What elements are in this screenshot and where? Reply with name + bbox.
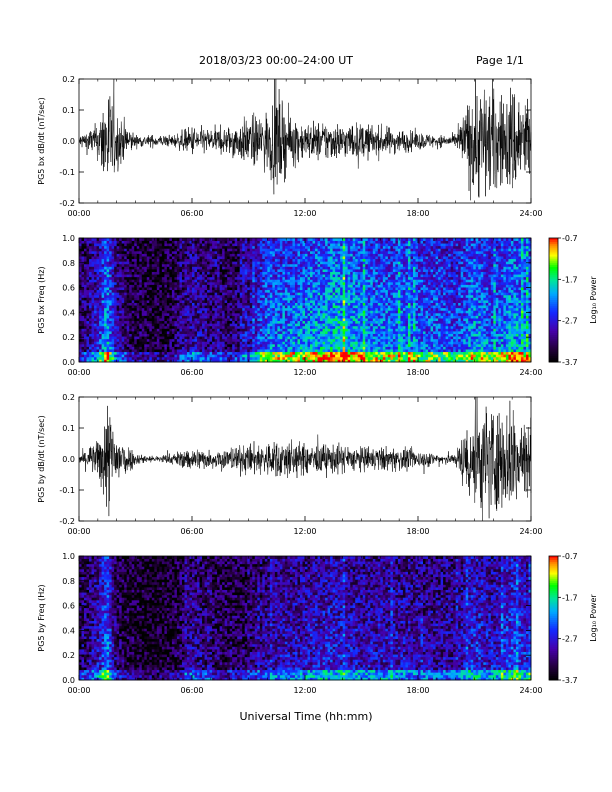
y-tick-label: 0.8 [62,259,75,268]
y-tick-label: 0.8 [62,577,75,586]
x-tick-label: 12:00 [293,368,316,377]
y-tick-label: -0.2 [59,199,75,208]
x-tick-label: 12:00 [293,686,316,695]
y-tick-label: 0.2 [62,75,75,84]
colorbar [548,555,561,681]
y-tick-label: 0.2 [62,333,75,342]
y-tick-label: 0.1 [62,106,75,115]
x-tick-label: 24:00 [519,209,542,218]
y-axis-label: PG5 by dB/dt (nT/sec) [37,415,46,502]
colorbar [548,237,561,363]
y-tick-label: -0.2 [59,517,75,526]
x-tick-label: 06:00 [180,686,203,695]
y-axis-label: PG5 bx Freq (Hz) [37,266,46,333]
x-tick-label: 18:00 [406,209,429,218]
y-tick-label: -0.1 [59,168,75,177]
y-tick-label: 0.6 [62,284,75,293]
colorbar-label: Log₁₀ Power [589,276,598,324]
x-tick-label: 24:00 [519,527,542,536]
x-tick-label: 06:00 [180,209,203,218]
panel-2 [78,237,561,363]
x-tick-label: 00:00 [67,368,90,377]
heatmap-cells [79,556,532,681]
y-tick-label: -0.1 [59,486,75,495]
series-trace [78,396,532,522]
y-tick-label: 0.4 [62,626,75,635]
x-axis-label: Universal Time (hh:mm) [0,710,612,723]
panel-1 [78,78,532,204]
y-tick-label: 0.6 [62,602,75,611]
x-tick-label: 24:00 [519,686,542,695]
y-tick-label: 0.0 [62,358,75,367]
y-tick-label: 0.2 [62,651,75,660]
x-tick-label: 06:00 [180,368,203,377]
series-trace [78,78,532,201]
x-tick-label: 18:00 [406,527,429,536]
y-tick-label: 0.0 [62,137,75,146]
y-tick-label: 1.0 [62,552,75,561]
y-tick-label: 0.0 [62,676,75,685]
x-tick-label: 00:00 [67,527,90,536]
y-axis-label: PG5 bx dB/dt (nT/sec) [37,97,46,184]
x-tick-label: 00:00 [67,686,90,695]
x-tick-label: 12:00 [293,527,316,536]
x-tick-label: 00:00 [67,209,90,218]
y-axis-label: PG5 by Freq (Hz) [37,584,46,651]
colorbar-tick-label: -3.7 [562,358,578,367]
colorbar-tick-label: -2.7 [562,635,578,644]
colorbar-label: Log₁₀ Power [589,594,598,642]
panel-4 [78,555,561,681]
colorbar-tick-label: -1.7 [562,275,578,284]
colorbar-tick-label: -0.7 [562,234,578,243]
x-tick-label: 12:00 [293,209,316,218]
y-tick-label: 0.0 [62,455,75,464]
y-tick-label: 0.4 [62,308,75,317]
colorbar-tick-label: -3.7 [562,676,578,685]
x-tick-label: 24:00 [519,368,542,377]
x-tick-label: 06:00 [180,527,203,536]
colorbar-tick-label: -2.7 [562,317,578,326]
panel-3 [78,396,532,522]
colorbar-tick-label: -1.7 [562,593,578,602]
x-tick-label: 18:00 [406,368,429,377]
heatmap-cells [79,238,532,363]
y-tick-label: 0.1 [62,424,75,433]
y-tick-label: 0.2 [62,393,75,402]
y-tick-label: 1.0 [62,234,75,243]
x-tick-label: 18:00 [406,686,429,695]
colorbar-tick-label: -0.7 [562,552,578,561]
